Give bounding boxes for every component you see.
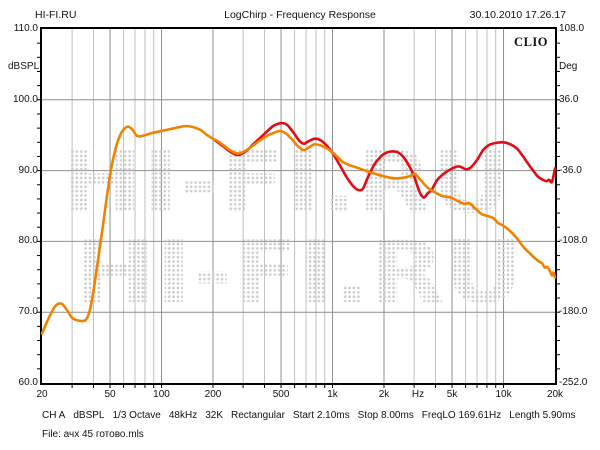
page-title: LogChirp - Frequency Response — [224, 9, 376, 21]
status-item: Stop 8.00ms — [357, 410, 414, 421]
x-axis-unit-label: Hz — [411, 389, 425, 400]
header-site-label: HI-FI.RU — [35, 9, 77, 21]
status-item: dBSPL — [73, 410, 105, 421]
watermark-row-1: HI-FI.RU — [62, 133, 510, 233]
x-axis-tick-label: 2k — [378, 389, 390, 400]
left-axis-title: dBSPL — [8, 61, 40, 72]
left-axis-tick-label: 110.0 — [13, 23, 38, 34]
plot-border — [40, 27, 557, 385]
right-axis-tick-label: 108.0 — [559, 23, 585, 34]
left-axis-tick-label: 90.0 — [18, 164, 38, 176]
x-axis-tick-label: 20 — [36, 389, 48, 400]
x-axis-tick-label: 500 — [272, 389, 290, 400]
clio-brand-label: CLIO — [514, 35, 548, 49]
status-item: 32K — [205, 410, 223, 421]
status-item: Start 2.10ms — [292, 410, 350, 421]
x-axis-tick-label: 5k — [446, 389, 458, 400]
watermark-row-2: HI-FI.RU — [75, 223, 523, 323]
status-item: FreqLO 169.61Hz — [421, 410, 502, 421]
x-axis-tick-label: 10k — [495, 389, 512, 400]
x-axis-tick-label: 50 — [104, 389, 116, 400]
file-name-label: File: ачх 45 готово.mls — [42, 429, 144, 440]
right-axis-title: Deg — [559, 61, 578, 72]
status-item: 1/3 Octave — [112, 410, 161, 421]
status-item: Rectangular — [231, 410, 285, 421]
red-curve — [213, 121, 557, 199]
orange-curve — [40, 124, 557, 335]
left-axis-tick-label: 100.0 — [12, 93, 38, 105]
status-item: 48kHz — [168, 410, 198, 421]
right-axis-tick-label: -108.0 — [559, 235, 588, 247]
x-axis-tick-label: 200 — [204, 389, 222, 400]
header-datetime: 30.10.2010 17.26.17 — [469, 9, 566, 21]
left-axis-tick-label: 80.0 — [18, 235, 38, 247]
left-axis-tick-label: 70.0 — [18, 306, 38, 318]
left-axis-tick-label: 60.0 — [18, 377, 38, 388]
x-axis-tick-label: 100 — [153, 389, 170, 400]
x-axis-tick-label: 20k — [546, 389, 564, 400]
status-item: Length 5.90ms — [509, 410, 576, 421]
measurement-status-bar: CH A dBSPL 1/3 Octave 48kHz 32K Rectangular St… — [42, 410, 575, 421]
status-item: CH A — [42, 410, 66, 421]
right-axis-tick-label: -252.0 — [559, 377, 588, 388]
x-axis-tick-label: 1k — [327, 389, 338, 400]
right-axis-tick-label: -36.0 — [559, 164, 582, 176]
right-axis-tick-label: -180.0 — [559, 306, 588, 318]
right-axis-tick-label: 36.0 — [559, 93, 579, 105]
